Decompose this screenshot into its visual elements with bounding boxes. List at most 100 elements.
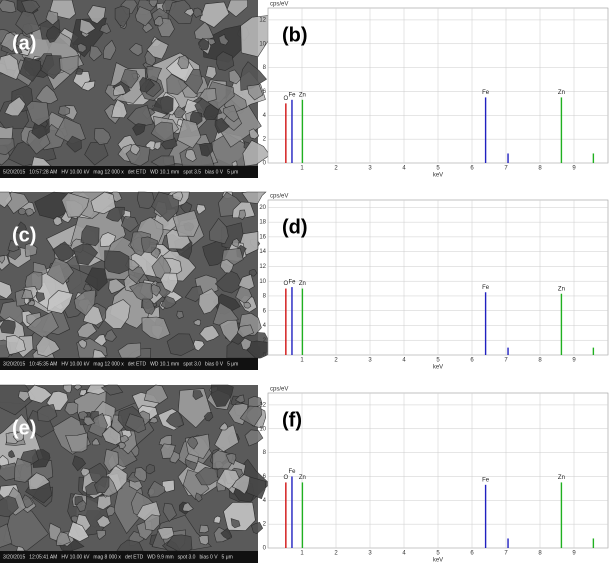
particle — [172, 210, 200, 237]
x-tick-label: 3 — [368, 551, 372, 557]
y-tick-label: 2 — [263, 522, 267, 528]
particle — [184, 285, 204, 302]
y-axis-label: cps/eV — [270, 194, 288, 200]
peak-label: Fe — [482, 285, 490, 291]
y-tick-label: 10 — [259, 41, 266, 47]
particle — [118, 441, 127, 449]
particle — [87, 5, 106, 25]
info-text: spot 3.5 — [183, 169, 201, 175]
particle — [216, 51, 235, 71]
particle — [160, 272, 179, 293]
x-tick-label: 9 — [572, 166, 576, 172]
particle — [132, 123, 146, 136]
particle — [83, 416, 96, 427]
particle — [64, 401, 79, 416]
particle — [89, 45, 103, 62]
particle — [104, 250, 130, 275]
x-tick-label: 4 — [402, 551, 406, 557]
particle — [177, 55, 190, 70]
particle — [198, 37, 209, 51]
particle — [93, 334, 107, 347]
particle — [0, 280, 13, 300]
y-tick-label: 10 — [259, 426, 266, 432]
particle — [242, 139, 271, 167]
peak-label: O — [284, 281, 289, 287]
particle — [99, 23, 112, 34]
particle — [198, 535, 209, 546]
info-text: det ETD — [128, 361, 147, 367]
particle — [144, 514, 161, 531]
particle — [214, 270, 244, 294]
x-tick-label: 7 — [504, 166, 508, 172]
particle — [193, 7, 203, 18]
peak-label: Fe — [288, 280, 296, 286]
particle — [203, 104, 220, 121]
particle — [231, 238, 240, 248]
particle — [45, 25, 61, 43]
particle — [0, 32, 18, 53]
particle — [168, 0, 193, 24]
panel-label: (d) — [282, 216, 308, 238]
particle — [75, 67, 84, 75]
particle — [236, 324, 254, 338]
particle — [79, 389, 87, 396]
x-tick-label: 5 — [436, 358, 440, 364]
particle — [14, 221, 27, 235]
info-text: det ETD — [125, 554, 144, 560]
particle — [153, 141, 162, 151]
info-text: HV 10.00 kV — [61, 169, 90, 175]
particle — [192, 390, 204, 401]
particle — [194, 492, 203, 503]
particle — [35, 335, 61, 357]
particle — [45, 10, 59, 26]
x-tick-label: 2 — [334, 358, 338, 364]
info-text: 5 μm — [227, 169, 238, 175]
particle — [151, 95, 174, 115]
particle — [80, 225, 100, 247]
panel-label: (b) — [282, 24, 308, 46]
particle — [161, 479, 175, 493]
y-tick-label: 20 — [259, 205, 266, 211]
particle — [248, 128, 260, 140]
particle — [73, 289, 96, 316]
y-tick-label: 8 — [263, 65, 267, 71]
x-tick-label: 6 — [470, 358, 474, 364]
peak-label: Zn — [558, 90, 565, 96]
particle — [65, 432, 88, 453]
particle — [80, 467, 90, 477]
particle — [162, 502, 177, 522]
info-bar — [0, 166, 258, 178]
info-text: 12:05:41 AM — [29, 554, 57, 560]
info-text: 10:45:35 AM — [29, 361, 57, 367]
particle — [218, 33, 229, 46]
particle — [73, 384, 83, 391]
panel-label: (c) — [12, 224, 36, 246]
particle — [96, 494, 112, 511]
y-tick-label: 4 — [263, 323, 267, 329]
particle — [134, 6, 153, 27]
particle — [77, 42, 87, 53]
particle — [103, 329, 117, 342]
particle — [105, 505, 116, 517]
info-text: HV 10.00 kV — [61, 554, 90, 560]
x-tick-label: 8 — [538, 358, 542, 364]
particle — [241, 191, 267, 204]
particle — [214, 424, 239, 453]
info-text: spot 3.0 — [178, 554, 196, 560]
info-text: spot 3.0 — [183, 361, 201, 367]
particle — [199, 142, 214, 157]
y-tick-label: 14 — [259, 249, 266, 255]
x-tick-label: 3 — [368, 358, 372, 364]
particle — [220, 527, 233, 540]
particle — [219, 319, 240, 343]
particle — [24, 207, 34, 217]
panel-label: (f) — [282, 409, 302, 431]
x-tick-label: 6 — [470, 166, 474, 172]
particle — [101, 426, 122, 446]
x-tick-label: 2 — [334, 166, 338, 172]
particle — [59, 55, 79, 76]
peak-label: Zn — [299, 475, 306, 481]
particle — [24, 271, 43, 290]
particle — [72, 455, 86, 472]
particle — [196, 203, 207, 215]
